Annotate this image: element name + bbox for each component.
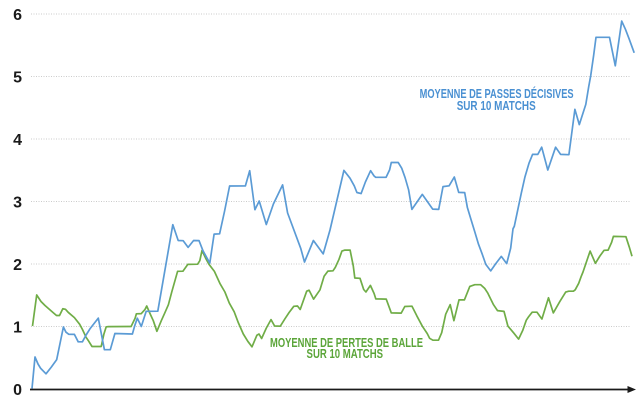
svg-text:4: 4 [13,132,22,149]
svg-text:MOYENNE DE PERTES DE BALLE: MOYENNE DE PERTES DE BALLE [270,335,423,350]
svg-text:2: 2 [13,257,22,274]
svg-text:6: 6 [13,7,22,24]
svg-text:SUR 10 MATCHS: SUR 10 MATCHS [457,98,536,113]
svg-text:1: 1 [13,319,22,336]
svg-text:SUR 10 MATCHS: SUR 10 MATCHS [307,346,384,361]
svg-text:3: 3 [13,194,22,211]
svg-text:5: 5 [13,69,22,86]
svg-text:0: 0 [13,382,22,399]
svg-text:MOYENNE DE PASSES DÉCISIVES: MOYENNE DE PASSES DÉCISIVES [420,86,574,101]
